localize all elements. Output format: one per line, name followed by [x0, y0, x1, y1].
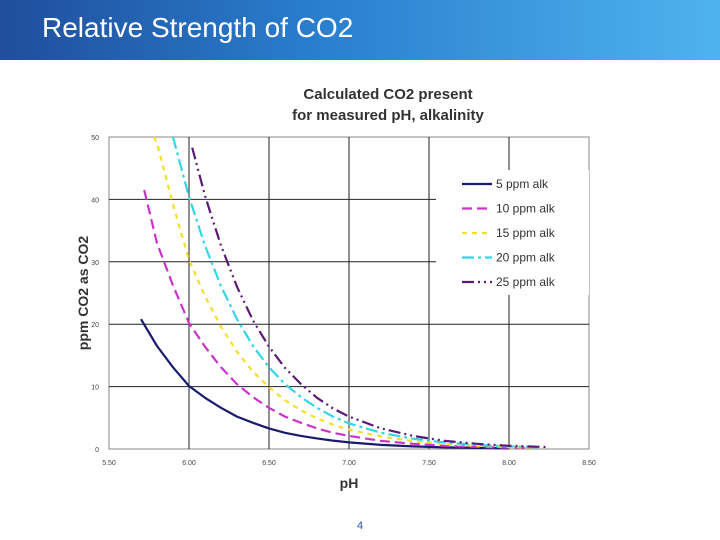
- y-tick-label: 10: [91, 385, 99, 392]
- slide-header: Relative Strength of CO2: [0, 0, 720, 60]
- legend-label: 5 ppm alk: [496, 177, 549, 191]
- y-tick-label: 40: [91, 197, 99, 204]
- legend-label: 10 ppm alk: [496, 202, 556, 216]
- series-line: [171, 136, 542, 449]
- x-tick-label: 8.00: [502, 460, 516, 467]
- page-number: 4: [356, 520, 364, 532]
- legend-label: 25 ppm alk: [496, 275, 556, 289]
- series-line: [191, 147, 550, 449]
- legend-label: 15 ppm alk: [496, 226, 556, 240]
- x-axis-label: pH: [340, 475, 359, 491]
- x-tick-label: 8.50: [582, 460, 596, 467]
- legend-label: 20 ppm alk: [496, 251, 556, 265]
- x-tick-label: 6.00: [182, 460, 196, 467]
- chart-title-line-2: for measured pH, alkalinity: [292, 107, 484, 124]
- slide-title: Relative Strength of CO2: [42, 12, 354, 43]
- y-tick-label: 0: [95, 447, 99, 454]
- x-tick-label: 5.50: [102, 460, 116, 467]
- x-tick-label: 6.50: [262, 460, 276, 467]
- y-axis-label: ppm CO2 as CO2: [75, 236, 91, 351]
- legend-box: [436, 170, 589, 295]
- series-line: [140, 318, 510, 450]
- y-tick-label: 20: [91, 322, 99, 329]
- x-tick-label: 7.50: [422, 460, 436, 467]
- chart-title-line-1: Calculated CO2 present: [303, 86, 473, 103]
- y-tick-label: 30: [91, 260, 99, 267]
- y-tick-label: 50: [91, 135, 99, 142]
- series-line: [152, 136, 534, 449]
- x-tick-label: 7.00: [342, 460, 356, 467]
- series-line: [143, 189, 526, 449]
